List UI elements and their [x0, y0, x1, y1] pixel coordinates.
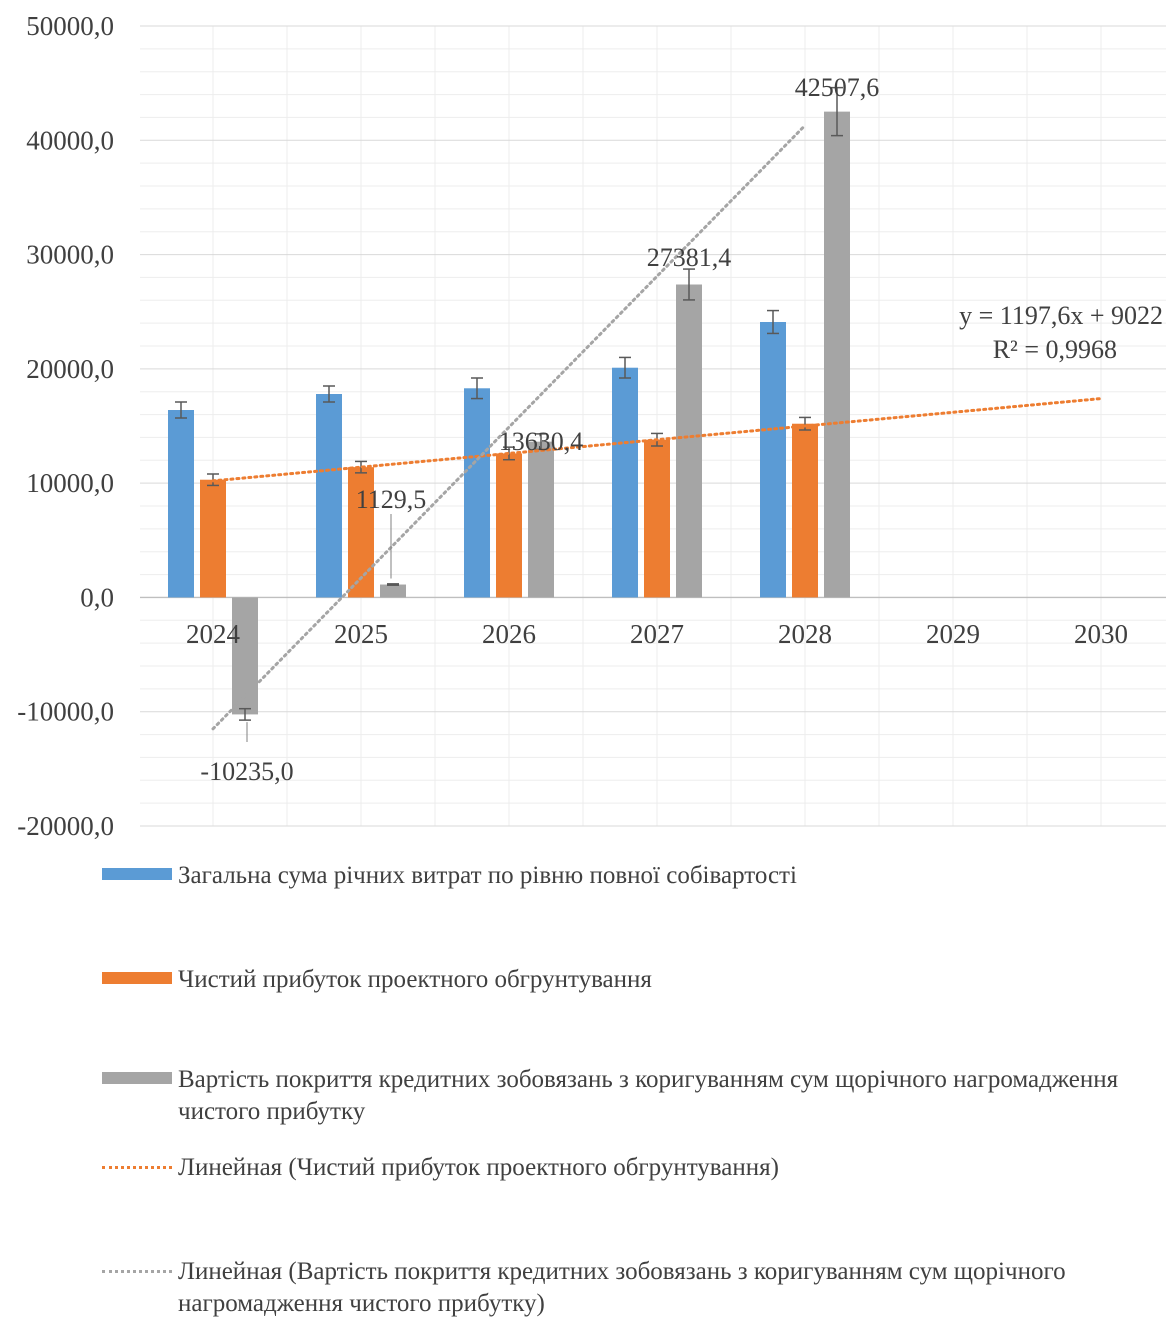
trendline-gray	[211, 123, 807, 731]
y-tick-label: 20000,0	[26, 354, 114, 384]
legend-swatch-gray	[102, 1072, 172, 1084]
legend-label-series-3: Вартість покриття кредитних зобовязань з…	[178, 1066, 1119, 1125]
legend-item-series-3: Вартість покриття кредитних зобовязань з…	[100, 1064, 1140, 1152]
error-bars	[175, 86, 843, 721]
bar-orange	[348, 467, 374, 598]
legend-item-trend-2: Линейная (Вартість покриття кредитних зо…	[100, 1256, 1140, 1320]
y-tick-label: -10000,0	[17, 697, 114, 727]
data-label: 42507,6	[795, 73, 880, 102]
bar-orange	[496, 453, 522, 598]
x-tick-label: 2024	[186, 619, 241, 649]
trendline-equation: y = 1197,6x + 9022 R² = 0,9968	[959, 301, 1163, 364]
x-axis-tick-labels: 2024 2025 2026 2027 2028 2029 2030	[186, 619, 1128, 649]
y-tick-label: 0,0	[80, 582, 114, 612]
x-tick-label: 2030	[1074, 619, 1128, 649]
bar-orange	[644, 439, 670, 598]
x-tick-label: 2028	[778, 619, 832, 649]
bar-blue	[760, 322, 786, 598]
bar-orange	[200, 479, 226, 598]
major-gridlines	[140, 25, 1166, 827]
x-tick-label: 2027	[630, 619, 684, 649]
data-label: 1129,5	[356, 485, 427, 514]
bar-gray	[676, 284, 702, 598]
y-axis-tick-labels: -20000,0 -10000,0 0,0 10000,0 20000,0 30000,0…	[17, 11, 114, 841]
data-label: -10235,0	[200, 757, 293, 786]
bar-blue	[464, 388, 490, 598]
bar-gray	[380, 584, 406, 598]
bar-blue	[168, 410, 194, 598]
y-tick-label: 50000,0	[26, 11, 114, 41]
trendline-orange	[211, 397, 1103, 483]
legend: Загальна сума річних витрат по рівню пов…	[100, 860, 1140, 1320]
legend-label-series-1: Загальна сума річних витрат по рівню пов…	[178, 862, 797, 889]
legend-swatch-orange	[102, 972, 172, 984]
y-tick-label: 40000,0	[26, 125, 114, 155]
x-tick-label: 2025	[334, 619, 388, 649]
y-tick-label: 30000,0	[26, 240, 114, 270]
bar-gray	[528, 441, 554, 598]
minor-gridlines	[140, 26, 1166, 826]
x-tick-label: 2029	[926, 619, 980, 649]
bar-gray	[824, 111, 850, 598]
legend-label-trend-1: Линейная (Чистий прибуток проектного обг…	[178, 1154, 779, 1181]
legend-label-trend-2: Линейная (Вартість покриття кредитних зо…	[178, 1258, 1066, 1317]
legend-item-series-2: Чистий прибуток проектного обгрунтування	[100, 964, 1140, 1064]
y-tick-label: -20000,0	[17, 811, 114, 841]
trendline-r-squared-text: R² = 0,9968	[993, 335, 1117, 364]
legend-item-series-1: Загальна сума річних витрат по рівню пов…	[100, 860, 1140, 964]
legend-swatch-gray-dotted	[102, 1270, 172, 1273]
trendlines	[211, 123, 1103, 731]
legend-swatch-blue	[102, 868, 172, 880]
bar-blue	[316, 394, 342, 598]
data-label: 27381,4	[647, 243, 732, 272]
x-tick-label: 2026	[482, 619, 536, 649]
data-label: 13630,4	[499, 427, 584, 456]
data-labels: -10235,0 1129,5 13630,4 27381,4 42507,6	[200, 73, 879, 786]
y-tick-label: 10000,0	[26, 468, 114, 498]
bar-gray	[232, 597, 258, 715]
legend-label-series-2: Чистий прибуток проектного обгрунтування	[178, 966, 652, 993]
trendline-equation-text: y = 1197,6x + 9022	[959, 301, 1163, 330]
legend-swatch-orange-dotted	[102, 1166, 172, 1169]
bars	[168, 111, 850, 715]
legend-item-trend-1: Линейная (Чистий прибуток проектного обг…	[100, 1152, 1140, 1256]
chart: -20000,0 -10000,0 0,0 10000,0 20000,0 30000,0…	[17, 11, 1166, 841]
bar-blue	[612, 367, 638, 598]
bar-orange	[792, 423, 818, 598]
